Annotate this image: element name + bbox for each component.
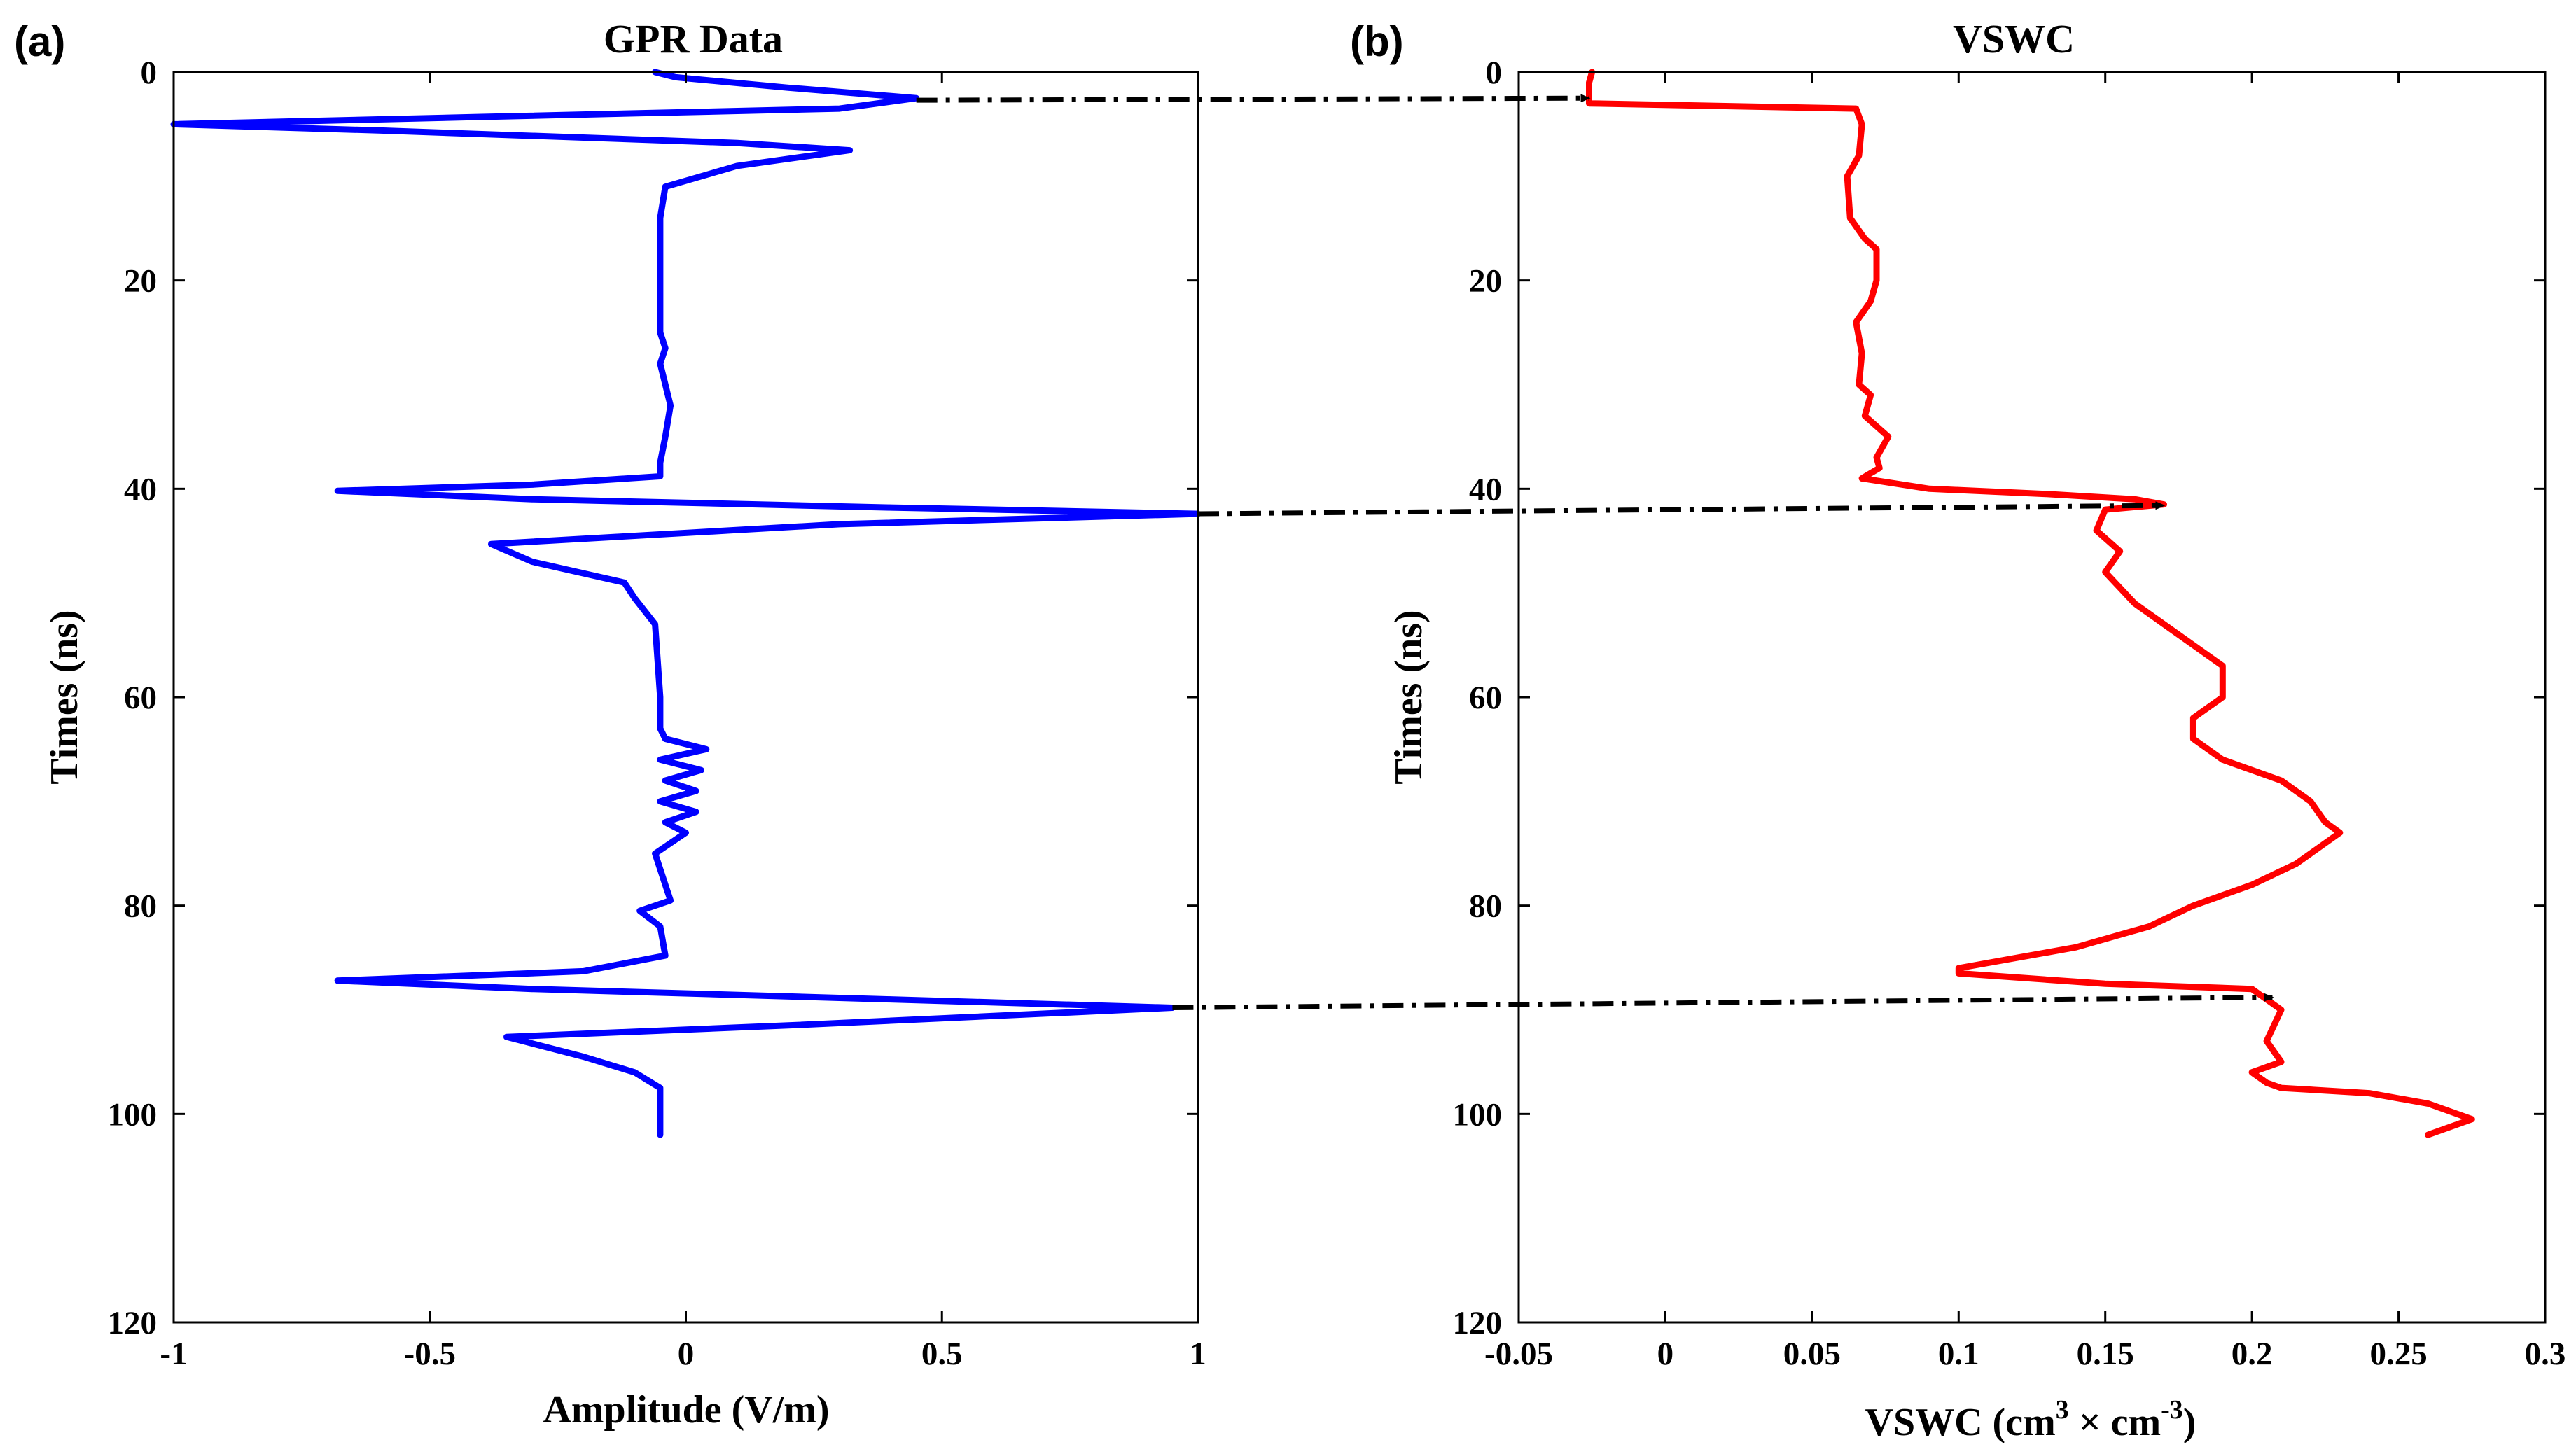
panel-b-x-label-mid: × cm — [2069, 1401, 2161, 1444]
panel-b-y-tick-label: 100 — [1453, 1096, 1503, 1133]
panel-b-x-tick-label: 0.15 — [2077, 1336, 2134, 1372]
panel-a-label: (a) — [14, 18, 65, 65]
link-arrow-1 — [1197, 501, 2166, 517]
panel-b-axes-frame — [1517, 71, 2547, 1324]
panel-b-y-tick-label: 40 — [1469, 471, 1502, 507]
panel-a: (a) GPR Data -1 -0.5 0 0.5 1 0 20 40 60 80 100 120… — [14, 16, 1206, 1432]
panel-b-x-tick-label: 0.25 — [2369, 1336, 2427, 1372]
panel-b-x-label-main: VSWC (cm — [1865, 1401, 2056, 1444]
link-arrows — [916, 94, 2274, 1011]
panel-b-plot-area — [1586, 69, 2475, 1138]
panel-a-x-ticks: -1 -0.5 0 0.5 1 — [160, 72, 1206, 1372]
panel-a-y-tick-label: 100 — [108, 1096, 158, 1133]
panel-b-y-tick-label: 60 — [1469, 680, 1502, 716]
panel-b-y-ticks: 0 20 40 60 80 100 120 — [1453, 55, 2545, 1341]
panel-a-y-tick-label: 60 — [124, 680, 157, 716]
panel-b-x-tick-label: 0.05 — [1783, 1336, 1841, 1372]
panel-a-y-tick-label: 40 — [124, 471, 157, 507]
panel-b: (b) VSWC -0.05 0 0.05 0.1 0.15 0.2 0.25 0.3 0 20… — [1350, 16, 2565, 1444]
panel-a-y-axis-label: Times (ns) — [43, 610, 86, 784]
panel-b-x-tick-label: 0.1 — [1938, 1336, 1979, 1372]
panel-b-y-tick-label: 0 — [1486, 55, 1503, 91]
panel-b-x-tick-label: 0.2 — [2232, 1336, 2273, 1372]
panel-b-label: (b) — [1350, 18, 1404, 65]
panel-b-y-tick-label: 20 — [1469, 263, 1502, 300]
panel-a-x-tick-label: 0 — [678, 1336, 695, 1372]
panel-b-x-ticks: -0.05 0 0.05 0.1 0.15 0.2 0.25 0.3 — [1484, 72, 2565, 1372]
panel-b-y-tick-label: 120 — [1453, 1305, 1503, 1341]
link-arrow-2 — [1172, 993, 2274, 1011]
panel-b-y-tick-label: 80 — [1469, 888, 1502, 925]
panel-b-y-axis-label: Times (ns) — [1387, 610, 1430, 784]
panel-a-x-tick-label: -0.5 — [404, 1336, 456, 1372]
panel-a-series-line-0 — [170, 69, 1202, 1138]
panel-a-x-axis-label: Amplitude (V/m) — [543, 1388, 829, 1432]
panel-a-y-tick-label: 120 — [108, 1305, 158, 1341]
panel-a-x-tick-label: 1 — [1190, 1336, 1206, 1372]
panel-b-x-tick-label: -0.05 — [1484, 1336, 1553, 1372]
panel-b-x-label-sup1: 3 — [2056, 1395, 2069, 1424]
panel-a-y-tick-label: 20 — [124, 263, 157, 300]
panel-b-x-tick-label: 0 — [1657, 1336, 1674, 1372]
panel-a-axes-frame — [172, 71, 1199, 1324]
panel-a-x-tick-label: 0.5 — [921, 1336, 963, 1372]
panel-b-series-line-0 — [1586, 69, 2475, 1138]
panel-a-x-tick-label: -1 — [160, 1336, 187, 1372]
panel-a-plot-area — [170, 69, 1202, 1138]
panel-b-x-label-sup2: -3 — [2161, 1395, 2183, 1424]
panel-a-y-tick-label: 80 — [124, 888, 157, 925]
panel-a-title: GPR Data — [604, 16, 783, 62]
panel-b-x-tick-label: 0.3 — [2525, 1336, 2566, 1372]
panel-b-title: VSWC — [1953, 16, 2075, 62]
panel-a-y-tick-label: 0 — [141, 55, 158, 91]
link-arrow-0 — [916, 94, 1591, 103]
panel-b-x-label-end: ) — [2183, 1401, 2196, 1444]
panel-a-y-ticks: 0 20 40 60 80 100 120 — [108, 55, 1198, 1341]
panel-b-x-axis-label: VSWC (cm3 × cm-3) — [1865, 1395, 2196, 1444]
